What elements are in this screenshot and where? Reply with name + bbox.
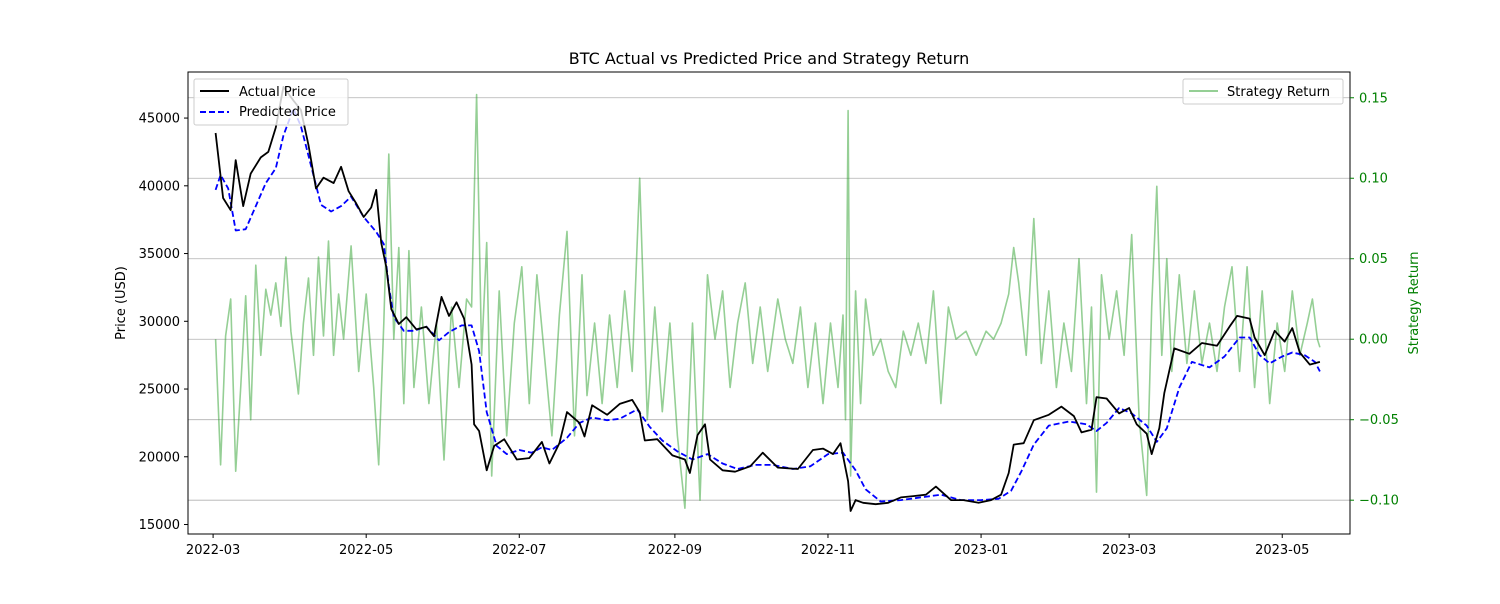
y2-tick-label-1: −0.05	[1359, 413, 1399, 428]
y-tick-label-3: 30000	[139, 315, 180, 330]
y-axis-label: Price (USD)	[114, 266, 129, 340]
x-tick-label-3: 2022-09	[648, 543, 702, 558]
series-line-strategy-return	[214, 93, 1321, 509]
series-line-predicted-price	[214, 107, 1321, 503]
x-tick-label-2: 2022-07	[492, 543, 546, 558]
y-tick-label-6: 45000	[139, 112, 180, 127]
x-tick-label-4: 2022-11	[801, 543, 855, 558]
legend-right: Strategy Return	[1182, 78, 1344, 105]
legend-label-strategy-return: Strategy Return	[1227, 85, 1330, 100]
y2-axis-label: Strategy Return	[1407, 252, 1422, 355]
y2-tick-label-2: 0.00	[1359, 333, 1388, 348]
chart-title: BTC Actual vs Predicted Price and Strate…	[569, 49, 969, 68]
y2-tick-label-5: 0.15	[1359, 91, 1388, 106]
y2-tick-label-4: 0.10	[1359, 172, 1388, 187]
x-tick-label-0: 2022-03	[186, 543, 240, 558]
grid	[188, 97, 1350, 501]
axes: 2022-03 2022-05 2022-07 2022-09 2022-11 2023-…	[139, 91, 1399, 558]
legend-right-box	[1182, 78, 1344, 105]
series-layer	[214, 86, 1321, 512]
y2-tick-label-0: −0.10	[1359, 494, 1399, 509]
y2-tick-label-3: 0.05	[1359, 252, 1388, 267]
x-tick-label-6: 2023-03	[1102, 543, 1156, 558]
plot-frame	[187, 71, 1351, 535]
series-line-actual-price	[214, 86, 1321, 512]
y-tick-label-1: 20000	[139, 450, 180, 465]
y-tick-label-5: 40000	[139, 179, 180, 194]
legend-label-actual-price: Actual Price	[239, 85, 316, 100]
y-tick-label-2: 25000	[139, 383, 180, 398]
legend-left: Actual Price Predicted Price	[193, 78, 349, 126]
y-tick-label-0: 15000	[139, 518, 180, 533]
x-tick-label-1: 2022-05	[339, 543, 393, 558]
y-tick-label-4: 35000	[139, 247, 180, 262]
x-tick-label-5: 2023-01	[954, 543, 1008, 558]
x-tick-label-7: 2023-05	[1255, 543, 1309, 558]
legend-left-box	[193, 78, 349, 126]
legend-label-predicted-price: Predicted Price	[239, 105, 336, 120]
